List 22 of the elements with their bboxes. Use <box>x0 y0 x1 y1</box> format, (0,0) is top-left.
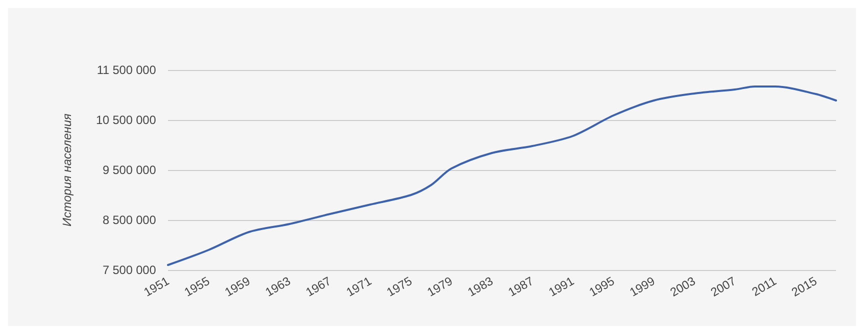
y-axis-title: История населения <box>60 112 74 226</box>
x-tick-label: 1991 <box>546 274 577 300</box>
x-tick-label: 1971 <box>344 274 374 300</box>
y-tick-label: 10 500 000 <box>96 113 156 127</box>
y-tick-label: 8 500 000 <box>102 213 156 227</box>
x-tick-label: 1995 <box>586 274 618 300</box>
x-tick-label: 2003 <box>668 274 698 300</box>
y-tick-label: 9 500 000 <box>102 163 156 177</box>
x-tick-label: 1967 <box>303 274 334 300</box>
x-tick-label: 1983 <box>465 274 496 300</box>
x-tick-label: 2015 <box>789 274 820 300</box>
x-tick-label: 2007 <box>708 274 739 300</box>
x-tick-label: 1979 <box>424 274 456 300</box>
y-tick-label: 11 500 000 <box>96 63 156 77</box>
x-tick-label: 1987 <box>506 274 536 300</box>
x-tick-label: 1959 <box>222 274 253 300</box>
x-tick-label: 1999 <box>627 274 658 300</box>
x-tick-label: 1955 <box>182 274 212 300</box>
x-tick-label: 1963 <box>262 274 294 300</box>
x-tick-label: 1975 <box>384 274 415 300</box>
line-series <box>167 86 837 266</box>
x-tick-label: 2011 <box>749 274 780 299</box>
